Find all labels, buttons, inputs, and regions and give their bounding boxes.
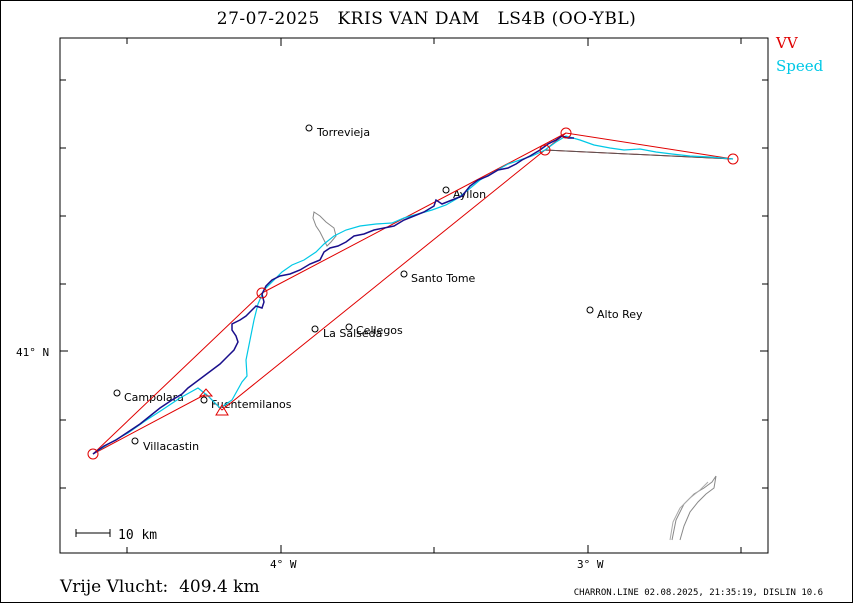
distance-label: Vrije Vlucht: — [60, 577, 169, 597]
place-alto-rey: Alto Rey — [597, 308, 643, 321]
place-markers — [113, 124, 594, 445]
place-torrevieja: Torrevieja — [316, 126, 370, 139]
distance-value: 409.4 km — [179, 577, 260, 597]
place-cellegos: Cellegos — [356, 324, 403, 337]
place-santo-tome: Santo Tome — [411, 272, 476, 285]
place-ayllon: Ayllon — [453, 188, 486, 201]
footer-credit: CHARRON.LINE 02.08.2025, 21:35:19, DISLI… — [573, 588, 823, 598]
place-campolara: Campolara — [124, 391, 184, 404]
region-outline-1 — [312, 211, 337, 247]
closing-line — [544, 149, 734, 160]
vv-triangle — [92, 132, 734, 455]
region-outline-3 — [669, 481, 709, 541]
place-villacastin: Villacastin — [143, 440, 199, 453]
turnpoint-markers — [87, 127, 739, 460]
legend-speed: Speed — [776, 57, 824, 75]
flight-track — [92, 135, 574, 455]
legend-vv: VV — [776, 34, 798, 52]
place-la-salseda: La Salseda — [323, 327, 382, 340]
region-outline-2 — [671, 475, 717, 541]
lon-label-4w: 4° W — [270, 558, 297, 571]
axis-ticks — [60, 38, 768, 553]
lon-label-3w: 3° W — [577, 558, 604, 571]
distance-summary: Vrije Vlucht: 409.4 km — [60, 577, 260, 597]
plot-area — [59, 37, 769, 554]
speed-track — [92, 135, 734, 455]
flight-title: 27-07-2025 KRIS VAN DAM LS4B (OO-YBL) — [216, 9, 637, 29]
scale-bar-label: 10 km — [118, 528, 157, 543]
scale-bar — [75, 529, 111, 537]
lat-label-41n: 41° N — [16, 346, 49, 359]
